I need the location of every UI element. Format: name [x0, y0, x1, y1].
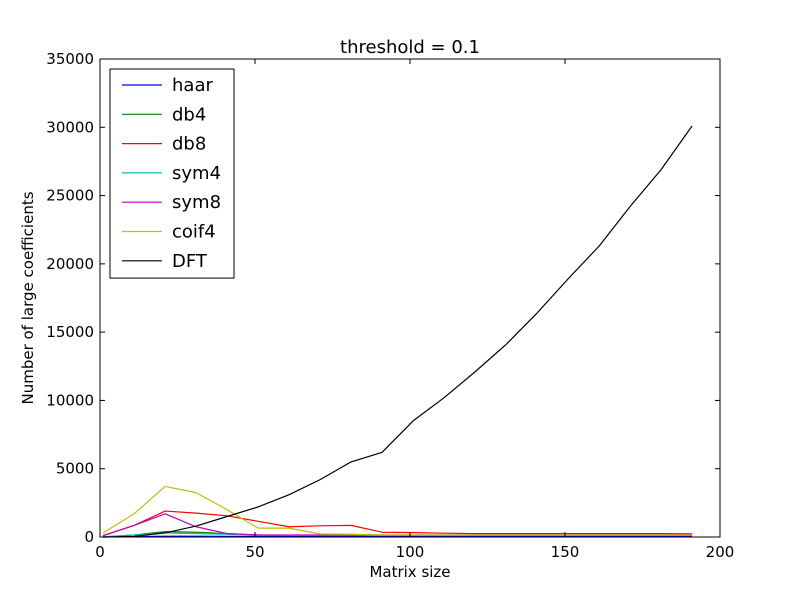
- series-line-DFT: [103, 125, 693, 538]
- legend-label-db4: db4: [172, 104, 206, 125]
- y-tick-label: 20000: [46, 255, 94, 273]
- y-tick-label: 35000: [46, 50, 94, 68]
- legend-label-DFT: DFT: [172, 251, 208, 272]
- y-tick-label: 5000: [56, 460, 94, 478]
- series-line-db8: [102, 510, 693, 537]
- chart-title: threshold = 0.1: [340, 37, 480, 58]
- y-tick-label: 10000: [46, 391, 94, 409]
- legend-label-coif4: coif4: [172, 222, 216, 243]
- legend-box: [109, 68, 235, 279]
- legend-label-db8: db8: [172, 134, 206, 155]
- y-tick-label: 30000: [46, 118, 94, 136]
- axis-ticks: 0 50 100 150 200 0 5000 10000 15000 20000 25000 300…: [46, 50, 734, 561]
- legend: haar db4 db8 sym4 sym8 coif4 DFT: [109, 68, 235, 279]
- x-axis-label: Matrix size: [369, 563, 450, 581]
- series-line-haar: [103, 535, 693, 538]
- legend-label-sym4: sym4: [172, 163, 221, 184]
- y-tick-label: 25000: [46, 187, 94, 205]
- series-line-coif4: [102, 485, 693, 536]
- x-tick-label: 0: [95, 543, 105, 561]
- legend-label-haar: haar: [172, 75, 213, 96]
- y-tick-label: 15000: [46, 323, 94, 341]
- y-tick-label: 0: [84, 528, 94, 546]
- y-axis-label: Number of large coefficients: [19, 191, 37, 404]
- x-tick-label: 50: [245, 543, 264, 561]
- x-tick-label: 200: [706, 543, 735, 561]
- plot-area: [102, 125, 693, 538]
- x-tick-label: 150: [551, 543, 580, 561]
- x-tick-label: 100: [396, 543, 425, 561]
- legend-label-sym8: sym8: [172, 192, 221, 213]
